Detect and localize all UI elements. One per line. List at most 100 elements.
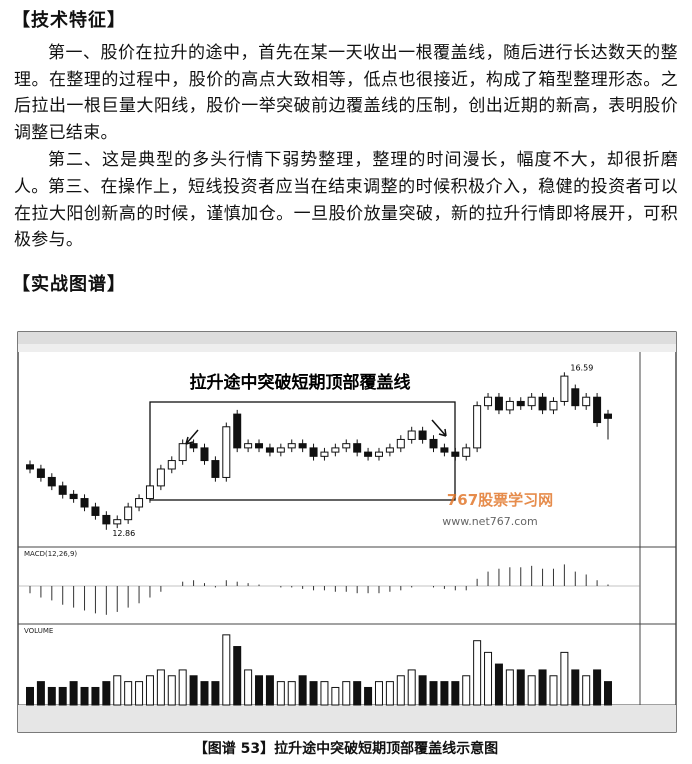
volume-bar [156, 669, 165, 706]
volume-bar [549, 675, 558, 706]
candle-body [364, 451, 373, 457]
volume-bar [320, 681, 329, 706]
volume-bar [593, 669, 602, 706]
volume-bar [374, 681, 383, 706]
panel-label: MACD(12,26,9) [24, 550, 77, 558]
volume-bar [582, 675, 591, 706]
volume-bar [287, 681, 296, 706]
volume-bar [244, 669, 253, 706]
volume-bar [167, 675, 176, 706]
volume-bar [538, 669, 547, 706]
volume-bar [255, 675, 264, 706]
volume-bar [222, 634, 231, 706]
volume-bar [211, 681, 220, 706]
volume-bar [429, 681, 438, 706]
volume-bar [47, 686, 56, 706]
arrow [185, 429, 199, 445]
candle-body [211, 460, 220, 478]
volume-bar [80, 686, 89, 706]
volume-bar [484, 651, 493, 706]
volume-bar [178, 669, 187, 706]
volume-bar [571, 669, 580, 706]
candle-body [244, 443, 253, 449]
candle-body [36, 468, 45, 478]
candle-body [385, 447, 394, 453]
candle-body [353, 443, 362, 453]
candle-body [342, 443, 351, 449]
high-label: 16.59 [570, 363, 593, 372]
candle-body [287, 443, 296, 449]
paragraph: 第二、这是典型的多头行情下弱势整理，整理的时间漫长，幅度不大，却很折磨人。 [14, 150, 678, 197]
candle-body [189, 443, 198, 449]
volume-bar [385, 681, 394, 706]
candle-body [571, 388, 580, 407]
volume-bar [69, 681, 78, 706]
candle-body [26, 464, 34, 470]
candle-body [145, 485, 154, 500]
candle-body [124, 506, 133, 521]
volume-bar [604, 681, 612, 706]
candle-body [604, 413, 612, 419]
candle-body [462, 447, 471, 457]
candle-body [407, 430, 416, 440]
volume-bar [560, 651, 569, 706]
volume-bar [298, 675, 307, 706]
candle-body [516, 400, 525, 407]
candle-body [255, 443, 264, 449]
paragraph: 第三、在操作上，短线投资者应当在结束调整的时候积极介入，稳健的投资者可以在拉大阳… [14, 177, 678, 250]
caption: 【图谱 53】拉升途中突破短期顶部覆盖线示意图 [193, 741, 499, 757]
candle-body [473, 405, 482, 449]
candle-body [374, 451, 383, 457]
candle-body [538, 396, 547, 411]
candle-body [80, 498, 89, 508]
candle-body [396, 438, 405, 449]
menu-bar [18, 332, 676, 344]
candle-body [418, 430, 427, 440]
candle-body [167, 460, 176, 470]
volume-bar [124, 681, 133, 706]
candle-body [113, 519, 122, 525]
volume-bar [353, 681, 362, 706]
candle-body [156, 468, 165, 487]
volume-bar [473, 640, 482, 706]
volume-bar [36, 681, 45, 706]
paragraph: 第一、股价在拉升的途中，首先在某一天收出一根覆盖线，随后进行长达数天的整理。在整… [14, 43, 678, 143]
candle-body [222, 426, 231, 478]
candle-body [309, 447, 318, 457]
volume-bar [418, 675, 427, 706]
candle-body [47, 476, 56, 487]
volume-bar [189, 675, 198, 706]
volume-bar [364, 686, 373, 706]
candle-body [582, 396, 591, 407]
volume-bar [342, 681, 351, 706]
candle-body [331, 447, 340, 453]
candle-body [102, 514, 111, 525]
volume-bar [516, 669, 525, 706]
candle-body [58, 485, 67, 495]
watermark-url: www.net767.com [442, 515, 538, 528]
candle-body [91, 506, 100, 516]
volume-bar [26, 686, 34, 706]
candle-body [451, 451, 460, 457]
volume-bar [233, 646, 242, 706]
candle-body [429, 438, 438, 449]
volume-bar [135, 681, 144, 706]
candle-body [320, 451, 329, 457]
candle-body [135, 498, 144, 508]
candle-body [549, 400, 558, 411]
volume-bar [462, 675, 471, 706]
section-heading: 【实战图谱】 [12, 274, 126, 295]
volume-bar [396, 675, 405, 706]
volume-bar [113, 675, 122, 706]
candle-body [505, 400, 514, 411]
volume-bar [527, 675, 536, 706]
candle-body [484, 396, 493, 407]
volume-bar [102, 681, 111, 706]
candle-body [69, 493, 78, 500]
tab-bar [18, 705, 676, 732]
volume-bar [58, 686, 67, 706]
volume-bar [309, 681, 318, 706]
volume-bar [451, 681, 460, 706]
volume-bar [91, 686, 100, 706]
panel-label: VOLUME [24, 627, 53, 635]
